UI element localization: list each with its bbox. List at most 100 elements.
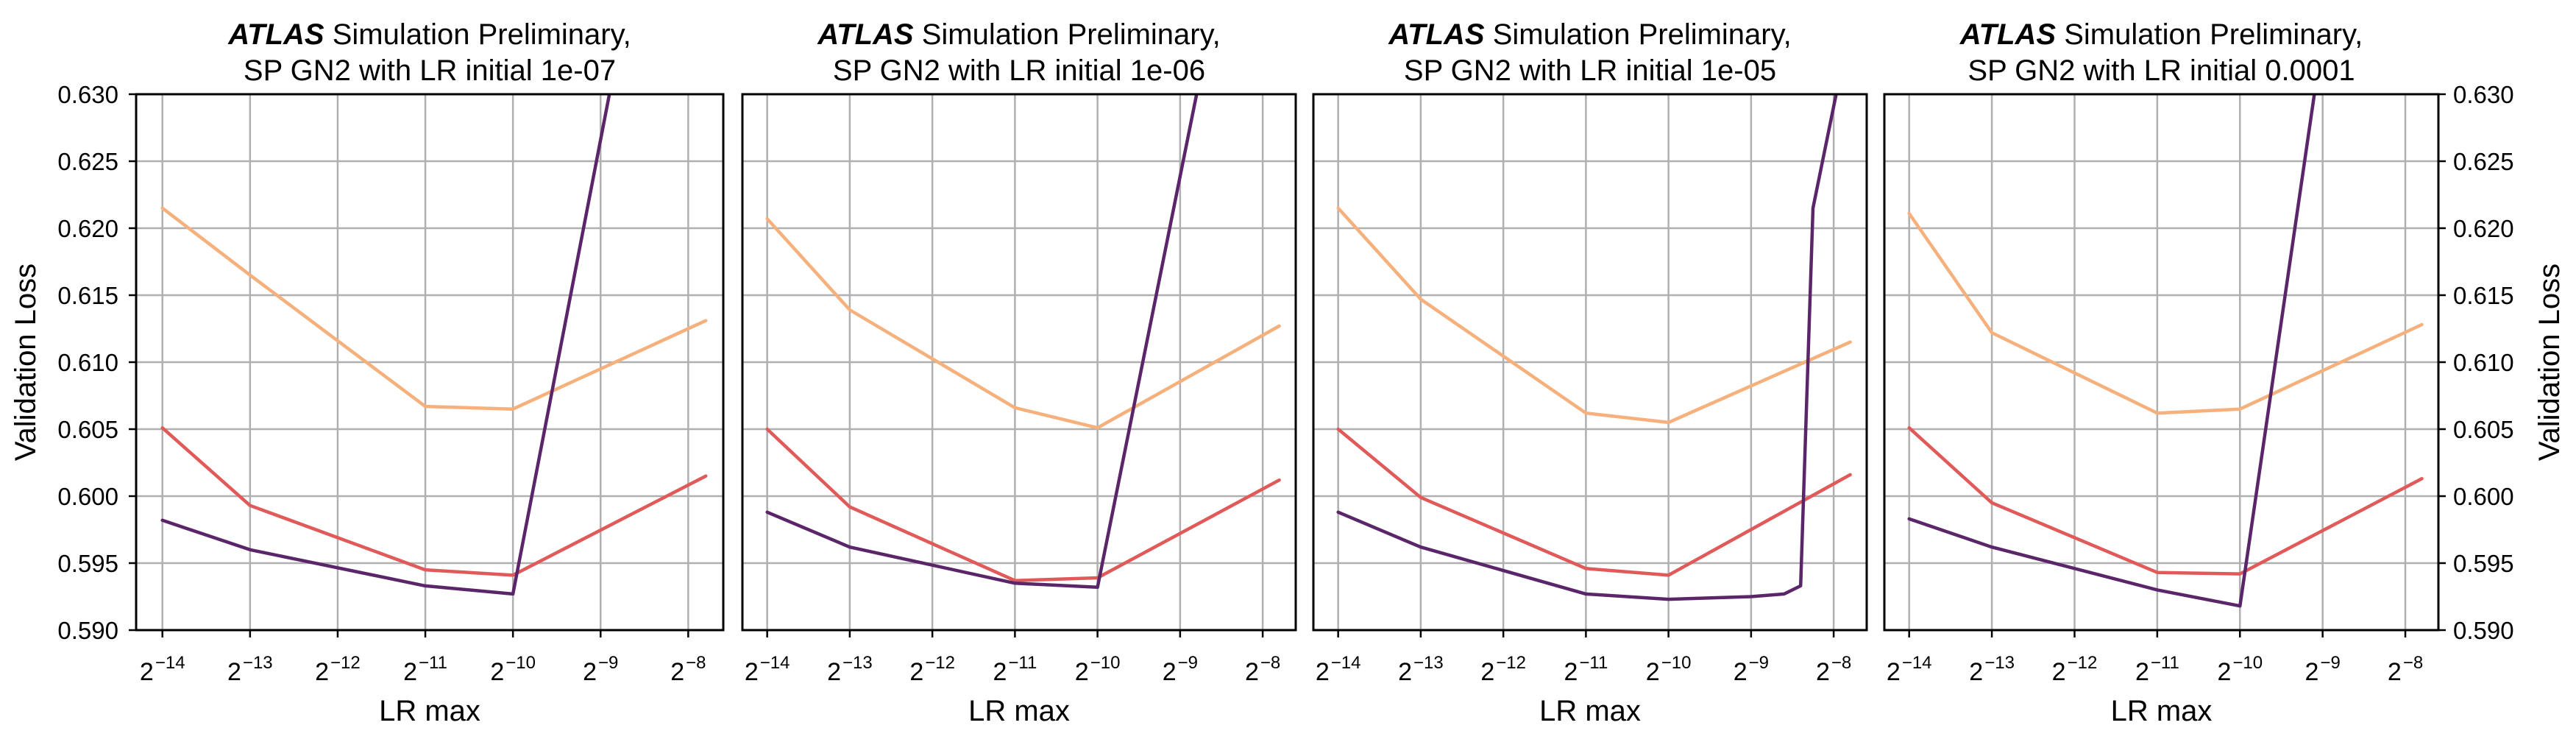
x-tick-base: 2 xyxy=(1245,658,1259,686)
x-tick-base: 2 xyxy=(1564,658,1578,686)
x-tick-label: 2−14 xyxy=(1887,653,1932,686)
x-tick-base: 2 xyxy=(2305,658,2319,686)
title-rest: Simulation Preliminary, xyxy=(2056,18,2363,51)
x-tick-base: 2 xyxy=(403,658,417,686)
x-tick-base: 2 xyxy=(670,658,684,686)
x-tick-label: 2−12 xyxy=(1480,653,1526,686)
x-tick-label: 2−14 xyxy=(745,653,790,686)
x-tick-exponent: −14 xyxy=(1902,653,1932,673)
x-tick-label: 2−13 xyxy=(827,653,873,686)
x-axis-label: LR max xyxy=(968,695,1070,727)
y-tick-label: 0.600 xyxy=(57,483,118,510)
x-tick-exponent: −13 xyxy=(1413,653,1444,673)
x-tick-exponent: −8 xyxy=(1260,653,1280,673)
x-tick-base: 2 xyxy=(2388,658,2402,686)
x-tick-label: 2−10 xyxy=(1646,653,1692,686)
x-tick-label: 2−12 xyxy=(909,653,955,686)
x-tick-label: 2−13 xyxy=(227,653,273,686)
title-atlas: ATLAS xyxy=(1959,18,2057,51)
x-tick-base: 2 xyxy=(140,658,154,686)
series-line-1 xyxy=(1338,208,1851,423)
x-tick-label: 2−12 xyxy=(315,653,361,686)
y-tick-label: 0.590 xyxy=(57,617,118,644)
series-line-2 xyxy=(1338,429,1851,575)
series-group xyxy=(1909,94,2422,606)
x-tick-exponent: −8 xyxy=(2403,653,2423,673)
chart-subtitle: SP GN2 with LR initial 0.0001 xyxy=(1968,54,2355,87)
series-line-1 xyxy=(1909,213,2422,413)
x-tick-label: 2−10 xyxy=(490,653,536,686)
x-tick-label: 2−13 xyxy=(1969,653,2015,686)
chart-title: ATLAS Simulation Preliminary, xyxy=(227,18,631,51)
panel-1: 2−14 2−13 2−12 2−11 2−10 2−9 2−80.5900.5950.60… xyxy=(10,18,723,727)
x-tick-base: 2 xyxy=(1734,658,1748,686)
y-tick-label: 0.630 xyxy=(2453,81,2514,108)
x-tick-exponent: −14 xyxy=(1331,653,1361,673)
series-line-2 xyxy=(163,428,706,575)
x-tick-base: 2 xyxy=(1163,658,1177,686)
chart-title: ATLAS Simulation Preliminary, xyxy=(1959,18,2363,51)
x-axis-label: LR max xyxy=(1539,695,1641,727)
x-tick-label: 2−11 xyxy=(2135,653,2179,686)
y-tick-label: 0.605 xyxy=(57,416,118,443)
x-tick-exponent: −10 xyxy=(1661,653,1692,673)
y-tick-label: 0.595 xyxy=(2453,550,2514,577)
title-atlas: ATLAS xyxy=(227,18,324,51)
series-line-3 xyxy=(163,94,610,594)
x-axis-label: LR max xyxy=(2111,695,2213,727)
x-tick-base: 2 xyxy=(1969,658,1983,686)
x-tick-exponent: −9 xyxy=(598,653,618,673)
x-tick-label: 2−9 xyxy=(2305,653,2341,686)
y-tick-label: 0.615 xyxy=(57,282,118,309)
series-line-2 xyxy=(1909,428,2422,573)
x-tick-label: 2−13 xyxy=(1398,653,1444,686)
series-line-1 xyxy=(767,219,1280,428)
x-tick-label: 2−11 xyxy=(993,653,1037,686)
x-tick-base: 2 xyxy=(2052,658,2066,686)
series-group xyxy=(1338,94,1851,599)
x-tick-exponent: −9 xyxy=(1749,653,1769,673)
x-tick-exponent: −13 xyxy=(1984,653,2015,673)
x-tick-exponent: −12 xyxy=(2068,653,2098,673)
x-tick-exponent: −8 xyxy=(686,653,706,673)
series-group xyxy=(767,94,1280,587)
title-rest: Simulation Preliminary, xyxy=(324,18,631,51)
y-tick-label: 0.625 xyxy=(57,148,118,175)
x-tick-label: 2−9 xyxy=(583,653,618,686)
chart-title: ATLAS Simulation Preliminary, xyxy=(817,18,1221,51)
x-tick-label: 2−9 xyxy=(1734,653,1769,686)
x-tick-base: 2 xyxy=(2217,658,2231,686)
x-tick-exponent: −9 xyxy=(1178,653,1198,673)
chart-subtitle: SP GN2 with LR initial 1e-05 xyxy=(1404,54,1776,87)
x-tick-exponent: −11 xyxy=(1008,653,1037,673)
x-tick-exponent: −8 xyxy=(1831,653,1851,673)
series-line-3 xyxy=(767,94,1197,587)
y-tick-label: 0.620 xyxy=(2453,215,2514,242)
x-tick-base: 2 xyxy=(1398,658,1412,686)
x-tick-exponent: −13 xyxy=(243,653,273,673)
x-tick-base: 2 xyxy=(1887,658,1901,686)
series-line-3 xyxy=(1909,94,2315,606)
x-tick-base: 2 xyxy=(1075,658,1089,686)
x-tick-base: 2 xyxy=(827,658,841,686)
x-tick-exponent: −12 xyxy=(925,653,955,673)
x-tick-base: 2 xyxy=(1316,658,1330,686)
x-tick-exponent: −12 xyxy=(1496,653,1526,673)
x-tick-exponent: −11 xyxy=(2151,653,2179,673)
series-line-1 xyxy=(163,208,706,409)
x-tick-label: 2−10 xyxy=(2217,653,2263,686)
x-tick-exponent: −14 xyxy=(760,653,790,673)
x-tick-exponent: −11 xyxy=(419,653,447,673)
x-tick-exponent: −14 xyxy=(155,653,185,673)
x-tick-exponent: −9 xyxy=(2320,653,2340,673)
y-axis-label: Validation Loss xyxy=(10,264,42,461)
x-tick-exponent: −13 xyxy=(842,653,873,673)
x-tick-base: 2 xyxy=(909,658,923,686)
y-tick-label: 0.595 xyxy=(57,550,118,577)
x-tick-label: 2−8 xyxy=(1245,653,1280,686)
x-tick-label: 2−10 xyxy=(1075,653,1121,686)
x-tick-label: 2−8 xyxy=(1816,653,1851,686)
x-tick-label: 2−11 xyxy=(403,653,447,686)
